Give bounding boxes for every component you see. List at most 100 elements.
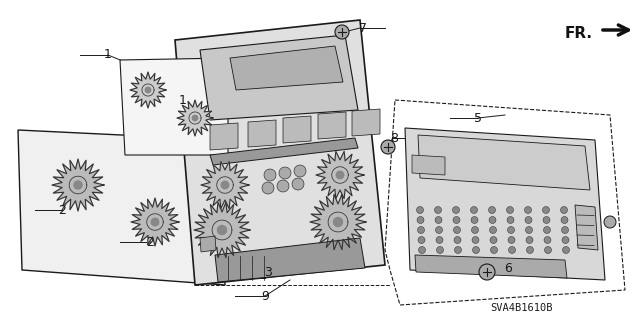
Circle shape (604, 216, 616, 228)
Polygon shape (316, 151, 364, 199)
Polygon shape (175, 20, 385, 285)
Circle shape (489, 217, 496, 224)
Circle shape (544, 236, 551, 243)
Polygon shape (248, 120, 276, 147)
Polygon shape (352, 109, 380, 136)
Circle shape (490, 226, 497, 234)
Polygon shape (415, 255, 567, 278)
Text: 1: 1 (179, 93, 187, 107)
Circle shape (472, 226, 479, 234)
Circle shape (561, 217, 568, 224)
Circle shape (277, 180, 289, 192)
Polygon shape (283, 116, 311, 143)
Circle shape (435, 206, 442, 213)
Circle shape (454, 226, 461, 234)
Text: 2: 2 (58, 204, 66, 217)
Text: 7: 7 (359, 21, 367, 34)
Circle shape (561, 226, 568, 234)
Circle shape (545, 247, 552, 254)
Circle shape (543, 206, 550, 213)
Text: 6: 6 (504, 262, 512, 275)
Circle shape (525, 226, 532, 234)
Circle shape (471, 217, 478, 224)
Polygon shape (74, 181, 82, 189)
Circle shape (454, 236, 461, 243)
Circle shape (435, 217, 442, 224)
Text: 8: 8 (390, 131, 398, 145)
Circle shape (279, 167, 291, 179)
Polygon shape (405, 128, 605, 280)
Circle shape (436, 247, 444, 254)
Polygon shape (218, 226, 227, 234)
Text: 5: 5 (474, 112, 482, 124)
Polygon shape (131, 198, 179, 246)
Circle shape (526, 236, 533, 243)
Circle shape (508, 226, 515, 234)
Text: 9: 9 (261, 290, 269, 302)
Circle shape (381, 140, 395, 154)
Polygon shape (318, 112, 346, 139)
Circle shape (543, 226, 550, 234)
Polygon shape (200, 35, 358, 120)
Polygon shape (215, 238, 365, 282)
Circle shape (490, 236, 497, 243)
Text: 1: 1 (104, 48, 112, 62)
Polygon shape (221, 181, 228, 189)
Polygon shape (52, 159, 104, 211)
Circle shape (417, 217, 424, 224)
Circle shape (525, 217, 532, 224)
Circle shape (419, 247, 426, 254)
Polygon shape (333, 218, 342, 226)
Polygon shape (151, 218, 159, 226)
Text: FR.: FR. (565, 26, 593, 41)
Circle shape (452, 206, 460, 213)
Circle shape (472, 236, 479, 243)
Circle shape (527, 247, 534, 254)
Polygon shape (336, 171, 344, 179)
Polygon shape (18, 130, 225, 285)
Text: SVA4B1610B: SVA4B1610B (490, 303, 552, 313)
Circle shape (262, 182, 274, 194)
Polygon shape (145, 87, 151, 93)
Circle shape (417, 206, 424, 213)
Circle shape (472, 247, 479, 254)
Circle shape (454, 247, 461, 254)
Polygon shape (192, 115, 198, 121)
Circle shape (543, 217, 550, 224)
Circle shape (507, 217, 514, 224)
Polygon shape (310, 194, 366, 250)
Polygon shape (200, 236, 216, 252)
Circle shape (562, 236, 569, 243)
Polygon shape (210, 138, 358, 165)
Circle shape (417, 226, 424, 234)
Circle shape (470, 206, 477, 213)
Circle shape (453, 217, 460, 224)
Circle shape (418, 236, 425, 243)
Circle shape (488, 206, 495, 213)
Polygon shape (418, 135, 590, 190)
Polygon shape (230, 46, 343, 90)
Circle shape (490, 247, 497, 254)
Circle shape (292, 178, 304, 190)
Circle shape (294, 165, 306, 177)
Circle shape (563, 247, 570, 254)
Circle shape (508, 236, 515, 243)
Circle shape (479, 264, 495, 280)
Polygon shape (177, 100, 213, 136)
Circle shape (435, 226, 442, 234)
Circle shape (264, 169, 276, 181)
Polygon shape (575, 205, 598, 250)
Text: 2: 2 (146, 235, 154, 249)
Polygon shape (194, 202, 250, 258)
Polygon shape (412, 155, 445, 175)
Polygon shape (210, 123, 238, 150)
Circle shape (525, 206, 531, 213)
Polygon shape (130, 72, 166, 108)
Circle shape (335, 25, 349, 39)
Circle shape (436, 236, 443, 243)
Polygon shape (201, 161, 249, 209)
Circle shape (506, 206, 513, 213)
Circle shape (561, 206, 568, 213)
Circle shape (509, 247, 515, 254)
Text: 3: 3 (264, 265, 272, 278)
